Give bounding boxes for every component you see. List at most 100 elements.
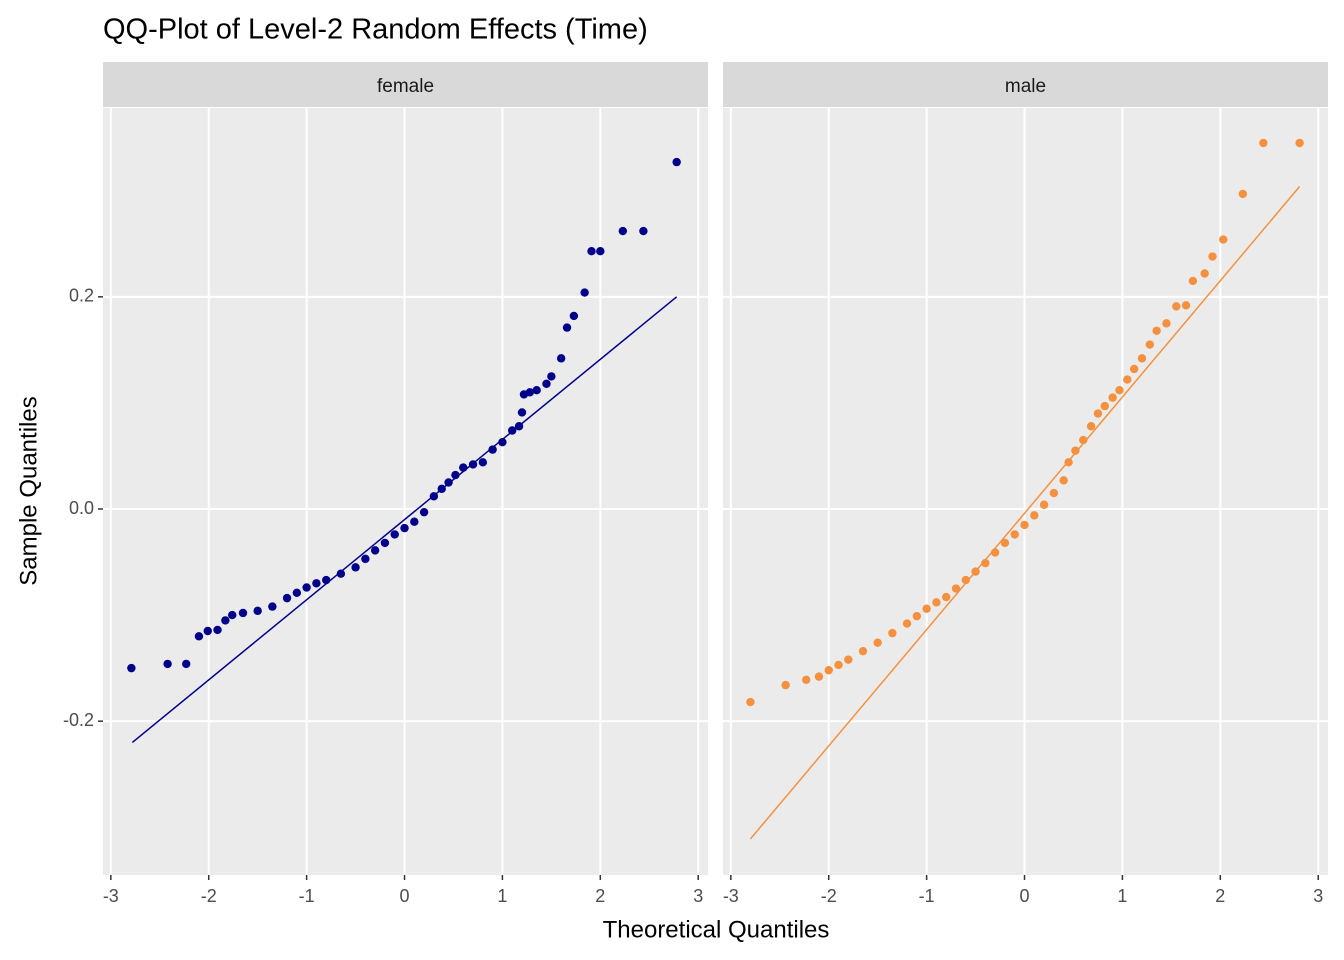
point <box>444 478 453 487</box>
point <box>238 608 248 618</box>
point <box>517 408 527 417</box>
point <box>390 530 399 539</box>
point <box>459 463 468 472</box>
point <box>547 372 556 381</box>
y-tick-label: -0.2 <box>63 710 94 730</box>
point <box>400 523 409 533</box>
point <box>1145 340 1155 349</box>
point <box>580 288 589 297</box>
strip-background <box>103 62 708 107</box>
point <box>312 579 321 588</box>
point <box>1010 530 1019 539</box>
point <box>1259 138 1268 148</box>
point <box>532 385 541 395</box>
point <box>1172 302 1181 311</box>
x-tick-label: -2 <box>821 886 837 906</box>
point <box>1030 511 1039 520</box>
point <box>221 616 230 625</box>
point <box>410 517 419 526</box>
point <box>1108 393 1117 402</box>
point <box>1137 354 1147 363</box>
point <box>834 660 843 670</box>
point <box>961 575 970 585</box>
x-tick-label: -1 <box>299 886 315 906</box>
point <box>873 638 882 647</box>
point <box>498 437 507 447</box>
x-tick-label: -3 <box>103 886 119 906</box>
point <box>203 626 212 636</box>
point <box>213 625 222 635</box>
point <box>1208 252 1217 261</box>
x-axis-title: Theoretical Quantiles <box>603 916 830 943</box>
point <box>1086 422 1096 431</box>
point <box>1200 269 1209 278</box>
point <box>672 157 681 167</box>
point <box>336 569 346 578</box>
point <box>1049 488 1059 498</box>
point <box>1123 375 1132 384</box>
point <box>562 323 572 332</box>
point <box>1071 446 1080 455</box>
point <box>569 311 579 321</box>
point <box>488 445 497 454</box>
point <box>468 460 478 469</box>
point <box>419 507 429 517</box>
point <box>922 604 931 613</box>
y-axis-title: Sample Quantiles <box>15 396 42 585</box>
point <box>351 563 360 572</box>
x-tick-label: 2 <box>595 886 605 906</box>
point <box>228 610 237 620</box>
point <box>361 554 370 564</box>
point <box>902 619 912 628</box>
point <box>451 470 460 480</box>
point <box>322 575 331 585</box>
point <box>942 592 951 602</box>
point <box>1238 189 1248 199</box>
reference-line <box>131 296 678 743</box>
point <box>1129 364 1139 374</box>
point <box>888 628 897 638</box>
x-tick-label: 0 <box>1020 886 1030 906</box>
point <box>781 680 790 690</box>
x-tick-label: -1 <box>919 886 935 906</box>
point <box>1295 138 1304 148</box>
point <box>429 492 439 501</box>
point <box>1079 435 1088 445</box>
point <box>951 584 961 593</box>
point <box>1181 301 1191 310</box>
point <box>1100 401 1109 411</box>
point <box>802 675 811 685</box>
y-tick-label: 0.0 <box>69 498 94 518</box>
point <box>1188 276 1198 286</box>
point <box>282 593 292 603</box>
x-tick-label: -3 <box>723 886 739 906</box>
point <box>268 602 277 611</box>
point <box>587 247 596 256</box>
point <box>824 666 833 675</box>
point <box>194 632 204 641</box>
point <box>844 655 853 664</box>
point <box>990 548 1000 557</box>
x-tick-label: 3 <box>1313 886 1323 906</box>
point <box>1115 385 1124 395</box>
point <box>1059 476 1068 485</box>
point <box>858 646 868 656</box>
point <box>814 672 824 681</box>
point <box>508 426 517 435</box>
x-tick-label: -2 <box>201 886 217 906</box>
point <box>437 484 446 494</box>
point <box>253 606 262 616</box>
point <box>1093 409 1103 418</box>
strip-label: male <box>1005 76 1046 97</box>
point <box>618 226 628 236</box>
point <box>542 379 551 389</box>
point <box>981 558 990 568</box>
point <box>932 598 941 607</box>
point <box>514 422 524 431</box>
point <box>1039 500 1049 509</box>
x-tick-label: 3 <box>693 886 703 906</box>
point <box>971 567 980 576</box>
x-tick-label: 1 <box>1117 886 1127 906</box>
point <box>1162 319 1171 328</box>
